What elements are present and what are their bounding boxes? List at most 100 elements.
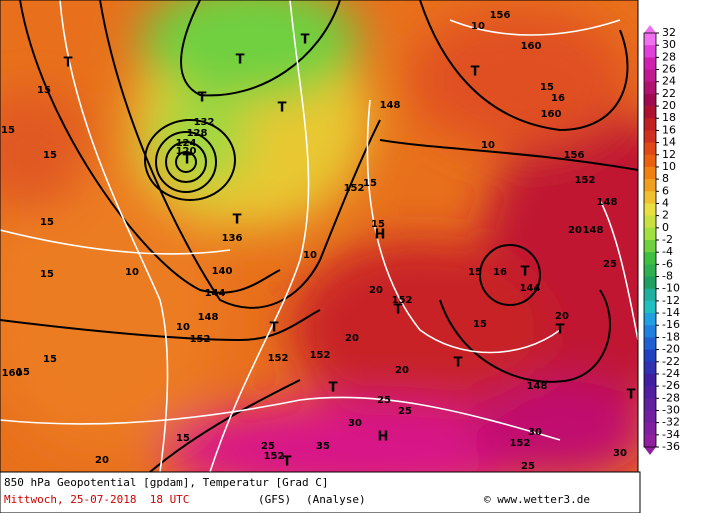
colorbar-label: -26 bbox=[662, 379, 680, 392]
map-label: 20 bbox=[369, 285, 383, 296]
map-label: 10 bbox=[125, 267, 139, 278]
map-label: 128 bbox=[187, 128, 208, 139]
map-label: 15 bbox=[473, 319, 487, 330]
colorbar-label: 30 bbox=[662, 38, 676, 51]
colorbar-label: -32 bbox=[662, 416, 680, 429]
map-label: 120 bbox=[176, 146, 197, 157]
map-label: 10 bbox=[471, 21, 485, 32]
colorbar-label: 4 bbox=[662, 196, 669, 209]
map-label: 148 bbox=[380, 100, 401, 111]
colorbar-segment bbox=[644, 203, 656, 217]
map-label: T bbox=[301, 33, 310, 48]
footer-model: (GFS) bbox=[258, 493, 291, 506]
map-label: 20 bbox=[568, 225, 582, 236]
colorbar-label: 24 bbox=[662, 75, 676, 88]
colorbar-segment bbox=[644, 154, 656, 168]
map-label: 15 bbox=[43, 150, 57, 161]
footer-run: (Analyse) bbox=[306, 493, 366, 506]
colorbar-segment bbox=[644, 179, 656, 192]
map-label: T bbox=[627, 388, 636, 403]
map-label: 148 bbox=[527, 381, 548, 392]
colorbar-label: -34 bbox=[662, 428, 680, 441]
map-label: 132 bbox=[194, 117, 215, 128]
footer-credit: © www.wetter3.de bbox=[484, 493, 590, 506]
map-label: 15 bbox=[37, 85, 51, 96]
map-label: 25 bbox=[398, 406, 412, 417]
map-label: 30 bbox=[528, 427, 542, 438]
map-label: 15 bbox=[40, 269, 54, 280]
map-label: 15 bbox=[363, 178, 377, 189]
colorbar-label: -10 bbox=[662, 282, 680, 295]
map-label: 136 bbox=[222, 233, 243, 244]
map-label: 160 bbox=[521, 41, 542, 52]
map-label: 20 bbox=[345, 333, 359, 344]
map-label: 152 bbox=[310, 350, 331, 361]
colorbar-segment bbox=[644, 227, 656, 241]
colorbar-segment bbox=[644, 325, 656, 338]
colorbar-segment bbox=[644, 337, 656, 351]
colorbar-segment bbox=[644, 300, 656, 314]
colorbar-label: -24 bbox=[662, 367, 680, 380]
map-label: T bbox=[521, 265, 530, 280]
map-label: 152 bbox=[510, 438, 531, 449]
map-label: T bbox=[278, 101, 287, 116]
map-label: 10 bbox=[176, 322, 190, 333]
map-label: 148 bbox=[597, 197, 618, 208]
map-label: 30 bbox=[348, 418, 362, 429]
colorbar-label: -2 bbox=[662, 233, 673, 246]
colorbar-segment bbox=[644, 252, 656, 265]
map-label: 15 bbox=[40, 217, 54, 228]
colorbar-label: -14 bbox=[662, 306, 680, 319]
map-label: 25 bbox=[377, 395, 391, 406]
map-label: 30 bbox=[613, 448, 627, 459]
colorbar-arrow bbox=[644, 25, 656, 33]
map-label: 148 bbox=[583, 225, 604, 236]
colorbar-segment bbox=[644, 57, 656, 71]
colorbar-label: 28 bbox=[662, 50, 676, 63]
map-label: T bbox=[471, 65, 480, 80]
map-label: T bbox=[556, 323, 565, 338]
colorbar-label: 26 bbox=[662, 63, 676, 76]
colorbar-label: -4 bbox=[662, 245, 673, 258]
map-label: 144 bbox=[520, 283, 541, 294]
colorbar-label: -30 bbox=[662, 403, 680, 416]
map-label: 10 bbox=[481, 140, 495, 151]
map-label: T bbox=[329, 381, 338, 396]
colorbar-label: 16 bbox=[662, 123, 676, 136]
colorbar-segment bbox=[644, 410, 656, 424]
colorbar-label: 32 bbox=[662, 26, 676, 39]
colorbar-label: -12 bbox=[662, 294, 680, 307]
map-label: 16 bbox=[493, 267, 507, 278]
map-label: 152 bbox=[344, 183, 365, 194]
map-label: T bbox=[198, 91, 207, 106]
colorbar-segment bbox=[644, 386, 656, 399]
colorbar-segment bbox=[644, 398, 656, 411]
map-label: 144 bbox=[205, 288, 226, 299]
colorbar-label: -16 bbox=[662, 318, 680, 331]
footer-date: Mittwoch, 25-07-2018 18 UTC bbox=[4, 493, 189, 506]
colorbar-segment bbox=[644, 349, 656, 363]
colorbar-label: 10 bbox=[662, 160, 676, 173]
map-label: 152 bbox=[264, 451, 285, 462]
map-label: 15 bbox=[1, 125, 15, 136]
colorbar-arrow bbox=[644, 447, 656, 455]
map-label: 156 bbox=[490, 10, 511, 21]
colorbar-segment bbox=[644, 93, 656, 107]
colorbar-label: 0 bbox=[662, 221, 669, 234]
map-label: T bbox=[183, 153, 192, 168]
footer-title: 850 hPa Geopotential [gpdam], Temperatur… bbox=[4, 476, 329, 489]
map-label: 15 bbox=[43, 354, 57, 365]
map-label: 148 bbox=[198, 312, 219, 323]
map-label: H bbox=[375, 228, 386, 243]
colorbar-label: -36 bbox=[662, 440, 680, 453]
colorbar-label: 20 bbox=[662, 99, 676, 112]
map-label: 160 bbox=[541, 109, 562, 120]
colorbar-segment bbox=[644, 373, 656, 387]
map-label: 25 bbox=[521, 461, 535, 472]
map-label: 15 bbox=[468, 267, 482, 278]
colorbar-segment bbox=[644, 33, 656, 46]
colorbar-segment bbox=[644, 81, 656, 95]
map-label: 124 bbox=[176, 138, 197, 149]
colorbar-label: 2 bbox=[662, 209, 669, 222]
